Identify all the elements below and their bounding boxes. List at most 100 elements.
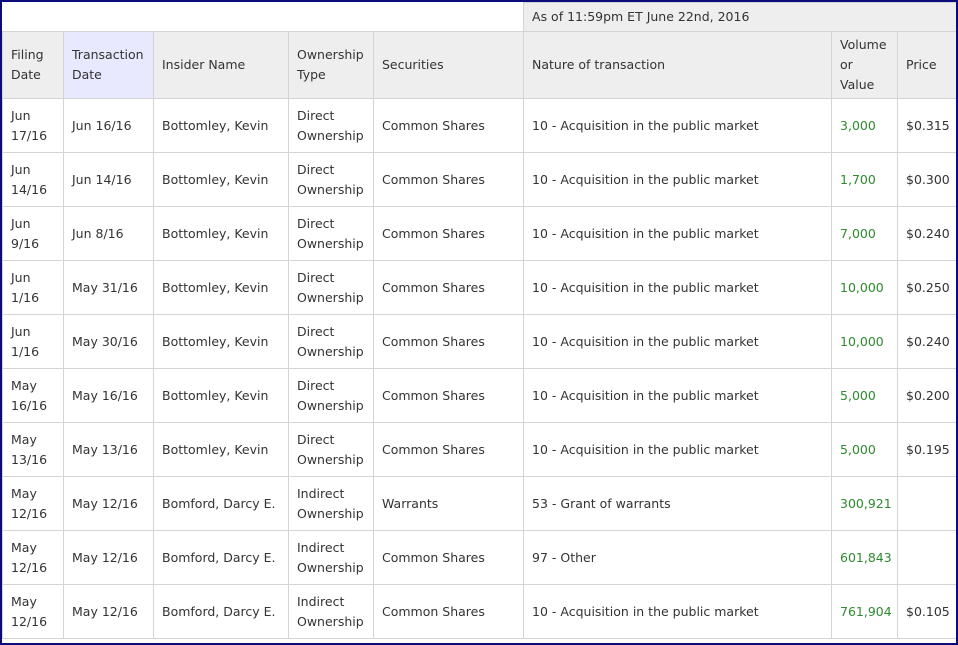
insider-name: Bottomley, Kevin: [153, 422, 289, 477]
nature-of-transaction: 10 - Acquisition in the public market: [523, 98, 833, 153]
nature-of-transaction: 10 - Acquisition in the public market: [523, 260, 833, 315]
filing-date: May 12/16: [2, 530, 64, 585]
volume: 300,921: [831, 476, 899, 531]
header-insider-name[interactable]: Insider Name: [153, 31, 289, 99]
price: $0.250: [897, 260, 956, 315]
securities: Common Shares: [372, 314, 525, 369]
nature-of-transaction: 53 - Grant of warrants: [523, 476, 833, 531]
table-row: May 12/16 May 12/16 Bomford, Darcy E. Indire…: [2, 476, 956, 531]
header-volume[interactable]: Volume or Value: [831, 31, 899, 99]
transaction-date: May 12/16: [63, 476, 154, 531]
transaction-date: May 12/16: [63, 584, 154, 639]
filing-date: Jun 14/16: [2, 152, 64, 207]
transaction-date: May 12/16: [63, 530, 154, 585]
insider-name: Bottomley, Kevin: [153, 368, 289, 423]
volume: 761,904: [831, 584, 899, 639]
price: $0.195: [897, 422, 956, 477]
insider-name: Bottomley, Kevin: [153, 260, 289, 315]
transaction-date: May 30/16: [63, 314, 154, 369]
ownership-type: Direct Ownership: [288, 206, 374, 261]
table-row: Jun 14/16 Jun 14/16 Bottomley, Kevin Direct O…: [2, 152, 956, 207]
header-securities[interactable]: Securities: [372, 31, 525, 99]
table-row: May 12/16 May 12/16 Bomford, Darcy E. Indire…: [2, 584, 956, 639]
nature-of-transaction: 10 - Acquisition in the public market: [523, 314, 833, 369]
volume: 601,843: [831, 530, 899, 585]
volume: 3,000: [831, 98, 899, 153]
transaction-date: May 13/16: [63, 422, 154, 477]
header-nature[interactable]: Nature of transaction: [523, 31, 833, 99]
insider-name: Bottomley, Kevin: [153, 314, 289, 369]
securities: Common Shares: [372, 260, 525, 315]
table-row: Jun 9/16 Jun 8/16 Bottomley, Kevin Direct Own…: [2, 206, 956, 261]
price: $0.240: [897, 314, 956, 369]
price: $0.240: [897, 206, 956, 261]
transaction-date: Jun 8/16: [63, 206, 154, 261]
header-transaction-date[interactable]: Transaction Date: [63, 31, 154, 99]
price: $0.300: [897, 152, 956, 207]
filing-date: May 16/16: [2, 368, 64, 423]
table-row: May 16/16 May 16/16 Bottomley, Kevin Direct O…: [2, 368, 956, 423]
filing-date: Jun 17/16: [2, 98, 64, 153]
transaction-date: Jun 14/16: [63, 152, 154, 207]
insider-name: Bottomley, Kevin: [153, 206, 289, 261]
price: [897, 476, 956, 531]
securities: Common Shares: [372, 368, 525, 423]
volume: 5,000: [831, 368, 899, 423]
ownership-type: Direct Ownership: [288, 152, 374, 207]
nature-of-transaction: 10 - Acquisition in the public market: [523, 422, 833, 477]
nature-of-transaction: 10 - Acquisition in the public market: [523, 584, 833, 639]
nature-of-transaction: 97 - Other: [523, 530, 833, 585]
filing-date: May 13/16: [2, 422, 64, 477]
ownership-type: Direct Ownership: [288, 314, 374, 369]
header-ownership-type[interactable]: Ownership Type: [288, 31, 374, 99]
volume: 10,000: [831, 260, 899, 315]
table-row: May 12/16 May 12/16 Bomford, Darcy E. Indire…: [2, 530, 956, 585]
price: $0.315: [897, 98, 956, 153]
table-row: Jun 1/16 May 30/16 Bottomley, Kevin Direct Ow…: [2, 314, 956, 369]
filing-date: May 12/16: [2, 476, 64, 531]
filing-date: Jun 9/16: [2, 206, 64, 261]
securities: Common Shares: [372, 206, 525, 261]
table-row: Jun 17/16 Jun 16/16 Bottomley, Kevin Direct O…: [2, 98, 956, 153]
volume: 10,000: [831, 314, 899, 369]
transaction-date: Jun 16/16: [63, 98, 154, 153]
insider-name: Bomford, Darcy E.: [153, 530, 289, 585]
ownership-type: Indirect Ownership: [288, 476, 374, 531]
securities: Common Shares: [372, 584, 525, 639]
nature-of-transaction: 10 - Acquisition in the public market: [523, 368, 833, 423]
securities: Common Shares: [372, 422, 525, 477]
caption-spacer: [2, 2, 524, 32]
ownership-type: Direct Ownership: [288, 260, 374, 315]
volume: 5,000: [831, 422, 899, 477]
securities: Common Shares: [372, 152, 525, 207]
volume: 1,700: [831, 152, 899, 207]
ownership-type: Indirect Ownership: [288, 530, 374, 585]
insider-name: Bottomley, Kevin: [153, 152, 289, 207]
header-row: Filing Date Transaction Date Insider Name …: [2, 31, 956, 99]
securities: Warrants: [372, 476, 525, 531]
table-row: Jun 1/16 May 31/16 Bottomley, Kevin Direct Ow…: [2, 260, 956, 315]
filing-date: May 12/16: [2, 584, 64, 639]
header-filing-date[interactable]: Filing Date: [2, 31, 64, 99]
insider-name: Bomford, Darcy E.: [153, 476, 289, 531]
nature-of-transaction: 10 - Acquisition in the public market: [523, 152, 833, 207]
ownership-type: Indirect Ownership: [288, 584, 374, 639]
price: $0.200: [897, 368, 956, 423]
volume: 7,000: [831, 206, 899, 261]
securities: Common Shares: [372, 98, 525, 153]
transaction-date: May 31/16: [63, 260, 154, 315]
table-row: May 13/16 May 13/16 Bottomley, Kevin Direct O…: [2, 422, 956, 477]
as-of-timestamp: As of 11:59pm ET June 22nd, 2016: [523, 2, 956, 32]
insider-name: Bomford, Darcy E.: [153, 584, 289, 639]
securities: Common Shares: [372, 530, 525, 585]
filing-date: Jun 1/16: [2, 314, 64, 369]
transaction-date: May 16/16: [63, 368, 154, 423]
header-price[interactable]: Price: [897, 31, 956, 99]
filing-date: Jun 1/16: [2, 260, 64, 315]
ownership-type: Direct Ownership: [288, 368, 374, 423]
insider-name: Bottomley, Kevin: [153, 98, 289, 153]
price: $0.105: [897, 584, 956, 639]
nature-of-transaction: 10 - Acquisition in the public market: [523, 206, 833, 261]
